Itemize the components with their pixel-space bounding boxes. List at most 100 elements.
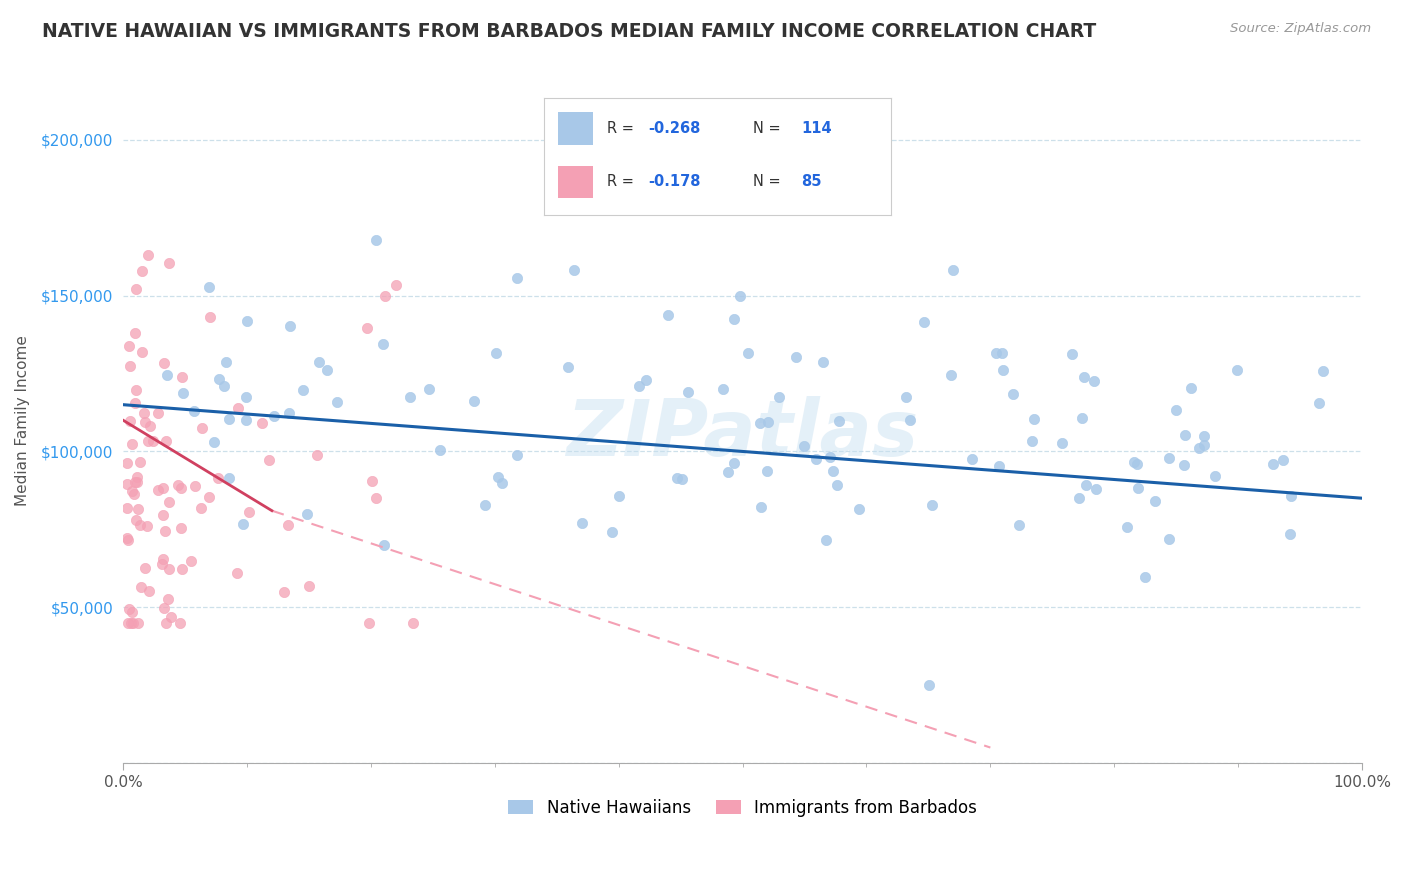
Point — [785, 351, 807, 365]
Point — [125, 470, 148, 484]
Point — [1123, 455, 1146, 469]
Point — [326, 394, 349, 409]
Point — [793, 438, 815, 452]
Point — [115, 456, 138, 470]
Point — [730, 289, 752, 303]
Point — [491, 475, 513, 490]
Point — [218, 412, 240, 426]
Point — [1060, 347, 1083, 361]
Point — [124, 487, 146, 501]
Point — [128, 518, 150, 533]
Text: NATIVE HAWAIIAN VS IMMIGRANTS FROM BARBADOS MEDIAN FAMILY INCOME CORRELATION CHA: NATIVE HAWAIIAN VS IMMIGRANTS FROM BARBA… — [42, 22, 1097, 41]
Point — [183, 404, 205, 418]
Point — [1308, 396, 1330, 410]
Point — [1226, 363, 1249, 377]
Point — [813, 355, 835, 369]
Point — [1050, 436, 1073, 450]
Point — [156, 368, 179, 382]
Point — [232, 516, 254, 531]
Point — [136, 518, 159, 533]
Point — [184, 479, 207, 493]
Point — [1021, 434, 1043, 448]
Point — [768, 390, 790, 404]
Point — [942, 263, 965, 277]
Point — [156, 591, 179, 606]
Point — [1261, 457, 1284, 471]
Point — [207, 470, 229, 484]
Point — [198, 490, 221, 504]
Point — [1070, 410, 1092, 425]
Point — [180, 554, 202, 568]
Point — [1022, 411, 1045, 425]
Point — [134, 405, 156, 419]
Point — [676, 384, 699, 399]
Point — [1180, 381, 1202, 395]
Point — [172, 370, 194, 384]
Point — [152, 356, 174, 370]
Point — [190, 501, 212, 516]
Point — [607, 489, 630, 503]
Point — [737, 346, 759, 360]
Point — [671, 472, 693, 486]
Point — [152, 551, 174, 566]
Point — [250, 416, 273, 430]
Point — [257, 452, 280, 467]
Point — [273, 585, 295, 599]
Point — [146, 406, 169, 420]
Point — [208, 371, 231, 385]
Point — [600, 524, 623, 539]
Point — [124, 282, 146, 296]
Point — [374, 288, 396, 302]
Point — [146, 483, 169, 498]
Point — [138, 419, 160, 434]
Point — [166, 478, 188, 492]
Point — [506, 271, 529, 285]
Point — [1074, 478, 1097, 492]
Point — [756, 463, 779, 477]
Point — [756, 415, 779, 429]
Point — [1128, 481, 1150, 495]
Point — [159, 609, 181, 624]
Point — [373, 538, 395, 552]
Point — [991, 345, 1014, 359]
Text: Source: ZipAtlas.com: Source: ZipAtlas.com — [1230, 22, 1371, 36]
Point — [359, 615, 381, 630]
Point — [485, 345, 508, 359]
Point — [1188, 441, 1211, 455]
Point — [1083, 374, 1105, 388]
Point — [124, 475, 146, 490]
Point — [125, 384, 148, 398]
Point — [749, 416, 772, 430]
Point — [364, 233, 387, 247]
Point — [818, 450, 841, 465]
Point — [827, 414, 849, 428]
Point — [115, 532, 138, 546]
Point — [121, 615, 143, 630]
Point — [131, 263, 153, 277]
Point — [360, 474, 382, 488]
Point — [117, 615, 139, 630]
Point — [717, 465, 740, 479]
Point — [136, 434, 159, 449]
Point — [921, 499, 943, 513]
Point — [1174, 428, 1197, 442]
Point — [463, 394, 485, 409]
Point — [125, 475, 148, 489]
Point — [157, 255, 180, 269]
Point — [169, 615, 191, 630]
Point — [297, 508, 319, 522]
Point — [121, 605, 143, 619]
Point — [429, 442, 451, 457]
Point — [1125, 457, 1147, 471]
Point — [894, 390, 917, 404]
Point — [960, 452, 983, 467]
Point — [1192, 438, 1215, 452]
Point — [121, 484, 143, 499]
Point — [804, 451, 827, 466]
Point — [235, 390, 257, 404]
Point — [263, 409, 285, 423]
Point — [991, 362, 1014, 376]
Point — [1159, 450, 1181, 465]
Point — [316, 363, 339, 377]
Point — [127, 615, 149, 630]
